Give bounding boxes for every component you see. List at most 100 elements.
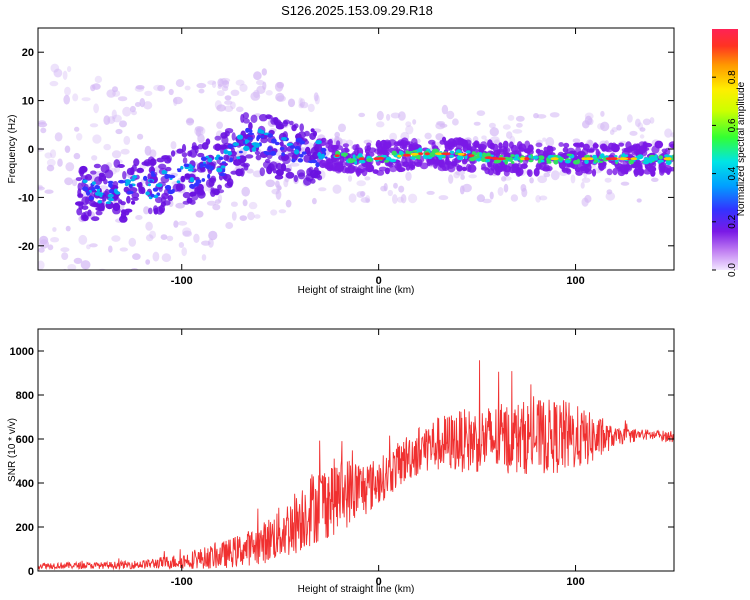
heatmap-cell [293, 175, 298, 183]
heatmap-cell [651, 145, 660, 154]
heatmap-cell [230, 170, 238, 175]
heatmap-cell [498, 142, 503, 149]
heatmap-cell [166, 235, 174, 242]
heatmap-cell [503, 183, 509, 193]
y-tick-label: -20 [18, 241, 34, 253]
heatmap-cell [303, 177, 312, 186]
heatmap-cell [473, 121, 481, 126]
colorbar-tick-label: 0.2 [727, 214, 738, 228]
heatmap-cell [77, 182, 83, 191]
heatmap-cell [390, 112, 401, 119]
heatmap-cell [285, 199, 292, 208]
heatmap-cell [399, 150, 403, 155]
heatmap-cell [570, 174, 576, 184]
heatmap-cell [259, 130, 265, 134]
heatmap-cell [402, 153, 411, 157]
heatmap-cell [107, 180, 114, 184]
heatmap-cell [250, 114, 258, 124]
heatmap-cell [91, 155, 98, 161]
heatmap-cell [103, 143, 111, 151]
heatmap-cell [355, 167, 362, 176]
heatmap-cell [502, 140, 509, 149]
heatmap-cell [251, 142, 258, 146]
heatmap-cell [299, 101, 309, 109]
heatmap-cell [410, 156, 415, 160]
heatmap-cell [108, 198, 115, 202]
heatmap-cell [374, 157, 381, 161]
heatmap-cell [147, 183, 151, 187]
heatmap-cell [301, 151, 307, 155]
heatmap-cell [278, 209, 287, 214]
heatmap-cell [72, 179, 78, 187]
heatmap-cell [112, 86, 118, 93]
heatmap-cell [340, 147, 350, 154]
heatmap-cell [270, 209, 278, 216]
heatmap-cell [168, 88, 174, 96]
heatmap-cell [358, 157, 365, 161]
heatmap-cell [456, 154, 464, 161]
heatmap-cell [196, 165, 206, 173]
heatmap-cell [172, 96, 183, 105]
heatmap-cell [178, 242, 185, 248]
heatmap-cell [312, 197, 317, 205]
heatmap-cell [360, 197, 370, 203]
heatmap-cell [40, 127, 47, 134]
colorbar: 0.0 0.2 0.4 0.6 0.8 Normalized spectral ampl… [712, 29, 747, 277]
heatmap-cell [457, 152, 465, 156]
heatmap-cell [389, 166, 398, 173]
heatmap-cell [330, 145, 339, 150]
heatmap-cell [85, 282, 94, 287]
heatmap-cell [622, 152, 626, 158]
heatmap-cell [224, 100, 233, 105]
heatmap-cell [332, 184, 342, 194]
heatmap-cell [135, 85, 145, 90]
heatmap-cell [53, 68, 63, 78]
heatmap-cell [284, 168, 292, 172]
heatmap-cell [164, 185, 172, 190]
heatmap-cell [364, 176, 371, 181]
heatmap-cell [592, 154, 598, 160]
heatmap-cell [497, 187, 504, 196]
heatmap-cell [170, 141, 177, 150]
heatmap-cell [195, 127, 202, 137]
heatmap-cell [176, 148, 184, 154]
colorbar-ticks: 0.0 0.2 0.4 0.6 0.8 [712, 70, 738, 277]
heatmap-cell [545, 137, 555, 147]
heatmap-cell [173, 220, 179, 228]
heatmap-cell [113, 159, 121, 168]
heatmap-cell [479, 152, 483, 158]
heatmap-cell [145, 221, 153, 231]
heatmap-cell [245, 127, 250, 133]
heatmap-cell [391, 150, 397, 156]
heatmap-cell [272, 117, 279, 124]
heatmap-cell [135, 215, 143, 220]
heatmap-cell [129, 105, 136, 113]
heatmap-cell [638, 162, 643, 172]
heatmap-cell [543, 172, 551, 178]
heatmap-cell [449, 150, 455, 154]
heatmap-cell [177, 220, 188, 226]
heatmap-cell [581, 177, 591, 183]
y-tick-label: 0 [28, 566, 34, 578]
heatmap-cell [366, 145, 371, 152]
heatmap-cell [204, 164, 212, 169]
heatmap-cell [120, 148, 130, 155]
heatmap-cell [480, 157, 487, 162]
heatmap-cell [214, 156, 219, 161]
y-tick-label: 600 [16, 434, 34, 446]
heatmap-cell [38, 120, 46, 125]
heatmap-cell [529, 177, 534, 184]
heatmap-cell [312, 130, 317, 137]
heatmap-cell [310, 146, 319, 155]
heatmap-cell [238, 150, 243, 154]
colorbar-label: Normalized spectral amplitude [736, 81, 747, 216]
heatmap-cell [195, 179, 202, 185]
heatmap-cell [155, 183, 163, 188]
heatmap-cell [604, 177, 612, 183]
heatmap-cell [516, 141, 523, 150]
heatmap-cell [494, 158, 502, 164]
heatmap-cell [256, 85, 266, 95]
heatmap-cell [81, 97, 91, 102]
heatmap-cell [92, 134, 102, 144]
